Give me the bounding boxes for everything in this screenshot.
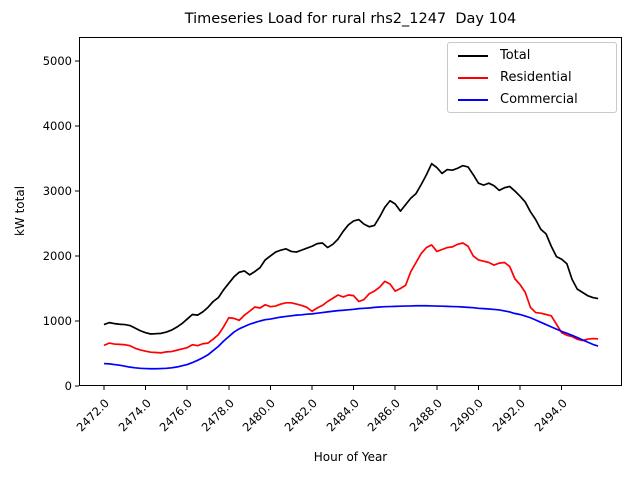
legend-line-commercial bbox=[458, 99, 488, 101]
y-tick-label: 1000 bbox=[42, 313, 72, 328]
legend-item-commercial: Commercial bbox=[448, 89, 616, 111]
legend-label: Residential bbox=[500, 70, 572, 85]
legend-label: Total bbox=[500, 48, 531, 63]
legend-line-total bbox=[458, 55, 488, 57]
y-tick-label: 3000 bbox=[42, 183, 72, 198]
y-axis-label: kW total bbox=[13, 185, 27, 237]
y-tick-label: 0 bbox=[64, 379, 72, 393]
legend-label: Commercial bbox=[500, 92, 578, 107]
chart-title: Timeseries Load for rural rhs2_1247 Day … bbox=[184, 11, 517, 27]
y-tick-label: 5000 bbox=[42, 53, 72, 68]
residential-line bbox=[103, 242, 599, 354]
y-tick-label: 2000 bbox=[42, 248, 72, 263]
total-line bbox=[103, 162, 599, 335]
legend-item-total: Total bbox=[448, 45, 616, 67]
commercial-line bbox=[103, 304, 599, 370]
legend: Total Residential Commercial bbox=[447, 42, 617, 113]
legend-line-residential bbox=[458, 77, 488, 79]
legend-item-residential: Residential bbox=[448, 67, 616, 89]
y-tick-label: 4000 bbox=[42, 118, 72, 133]
axes-box bbox=[79, 37, 622, 386]
x-axis-label: Hour of Year bbox=[313, 450, 388, 464]
